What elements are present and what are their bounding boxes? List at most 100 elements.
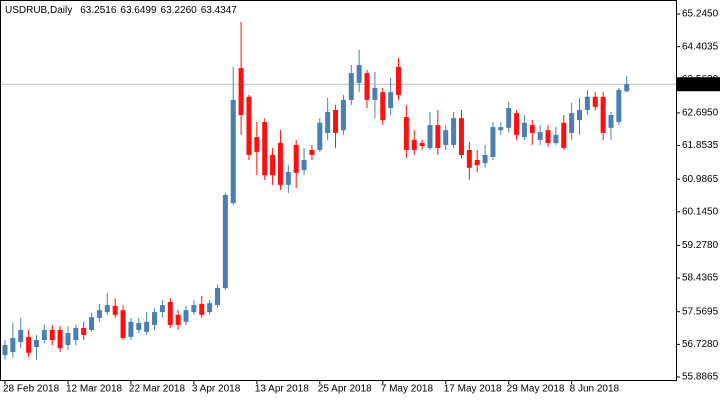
candle-body	[600, 96, 606, 133]
candle-body	[474, 160, 480, 166]
candle-body	[333, 110, 339, 133]
candle-body	[112, 305, 118, 315]
candle-body	[592, 96, 598, 107]
candle-body	[159, 305, 165, 313]
candle-body	[443, 130, 449, 145]
candle-body	[340, 99, 346, 131]
candle-body	[356, 65, 362, 83]
candle-body	[277, 142, 283, 185]
y-tick-label: 57.5695	[682, 306, 719, 317]
y-tick-label: 59.2780	[682, 240, 719, 251]
low-label: 63.2260	[161, 5, 198, 16]
candle-body	[553, 134, 559, 143]
symbol-title: USDRUB,Daily	[5, 5, 72, 16]
candle-body	[57, 329, 63, 349]
candle-body	[521, 122, 527, 138]
candle-body	[364, 73, 370, 100]
candle-body	[537, 132, 543, 140]
candle-body	[577, 110, 583, 121]
x-tick-label: 29 May 2018	[507, 384, 565, 395]
candle-body	[380, 92, 386, 121]
candle-body	[348, 73, 354, 100]
x-tick-label: 7 May 2018	[381, 384, 434, 395]
candle-body	[33, 340, 39, 347]
y-tick-label: 60.9865	[682, 174, 719, 185]
x-tick-label: 12 Mar 2018	[66, 384, 123, 395]
candle-body	[458, 118, 464, 155]
candle-body	[388, 92, 394, 109]
candle-body	[616, 89, 622, 123]
high-label: 63.6499	[120, 5, 157, 16]
close-label: 63.4347	[201, 5, 238, 16]
candle-body	[529, 125, 535, 133]
candle-body	[498, 127, 504, 131]
x-tick-label: 22 Mar 2018	[129, 384, 186, 395]
candle-body	[624, 84, 630, 92]
candle-body	[545, 130, 551, 143]
candle-body	[285, 172, 291, 185]
candle-body	[222, 194, 228, 289]
candle-body	[569, 113, 575, 133]
x-tick-label: 25 Apr 2018	[318, 384, 372, 395]
y-tick-label: 60.1450	[682, 206, 719, 217]
x-tick-label: 3 Apr 2018	[192, 384, 241, 395]
candle-body	[65, 333, 71, 346]
y-tick-label: 55.8865	[682, 372, 719, 383]
candle-body	[81, 327, 87, 335]
candle-body	[466, 149, 472, 168]
plot-frame	[0, 0, 677, 381]
candle-body	[584, 96, 590, 111]
candle-body	[411, 139, 417, 150]
x-tick-label: 13 Apr 2018	[255, 384, 309, 395]
candle-body	[191, 305, 197, 313]
candle-body	[246, 96, 252, 155]
candle-body	[2, 345, 8, 356]
candle-body	[128, 321, 134, 337]
candle-body	[96, 310, 102, 318]
candle-body	[18, 329, 24, 342]
y-tick-label: 65.2450	[682, 9, 719, 20]
candle-body	[214, 288, 220, 306]
candle-body	[254, 137, 260, 152]
candle-body	[608, 115, 614, 128]
y-tick-label: 61.8535	[682, 140, 719, 151]
candle-body	[561, 122, 567, 149]
candle-body	[136, 322, 142, 330]
candle-body	[175, 314, 181, 325]
y-tick-label: 64.4035	[682, 41, 719, 52]
candle-body	[451, 118, 457, 145]
x-tick-label: 8 Jun 2018	[570, 384, 620, 395]
candle-body	[270, 154, 276, 176]
x-tick-label: 28 Feb 2018	[3, 384, 60, 395]
candle-body	[506, 108, 512, 128]
candle-body	[396, 66, 401, 95]
candle-body	[207, 303, 213, 313]
candle-body	[199, 303, 205, 315]
candle-body	[41, 329, 47, 341]
candle-body	[419, 142, 425, 147]
candle-body	[403, 116, 409, 150]
y-tick-label: 58.4365	[682, 273, 719, 284]
candle-body	[10, 338, 16, 353]
y-tick-label: 56.7280	[682, 339, 719, 350]
candle-body	[482, 154, 488, 164]
candle-body	[26, 336, 32, 353]
candle-body	[262, 122, 268, 176]
candle-body	[325, 111, 331, 133]
price-tag	[677, 77, 720, 92]
candle-body	[490, 127, 496, 157]
candle-body	[89, 317, 95, 330]
candle-body	[183, 310, 189, 322]
candle-body	[435, 125, 441, 149]
candle-body	[317, 122, 323, 150]
candle-body	[301, 160, 307, 171]
y-tick-label: 62.6950	[682, 108, 719, 119]
candle-body	[293, 144, 299, 173]
candle-body	[73, 327, 79, 341]
candle-body	[427, 125, 433, 149]
open-label: 63.2516	[80, 5, 117, 16]
x-tick-label: 17 May 2018	[444, 384, 502, 395]
candle-body	[230, 99, 236, 204]
candle-body	[49, 329, 55, 341]
